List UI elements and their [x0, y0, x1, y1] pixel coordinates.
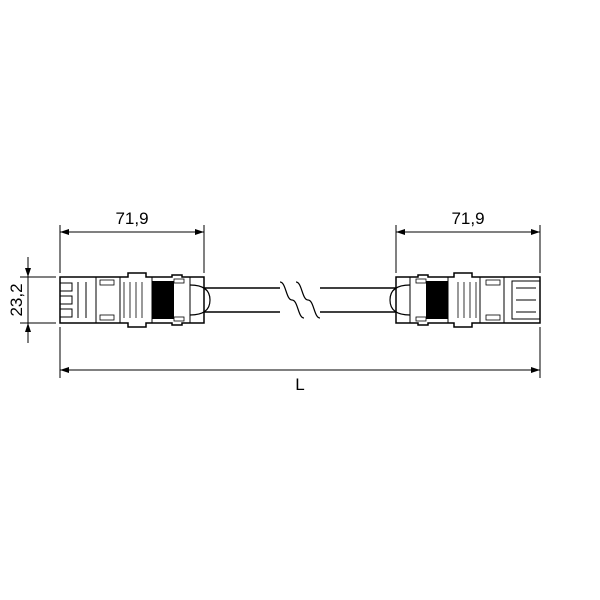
diagram-canvas: 71,9 71,9 23,2 L	[0, 0, 600, 600]
dim-overall-length: L	[295, 375, 304, 394]
dim-height: 23,2	[7, 283, 26, 316]
dim-right-connector: 71,9	[451, 209, 484, 228]
dim-left-connector: 71,9	[115, 209, 148, 228]
